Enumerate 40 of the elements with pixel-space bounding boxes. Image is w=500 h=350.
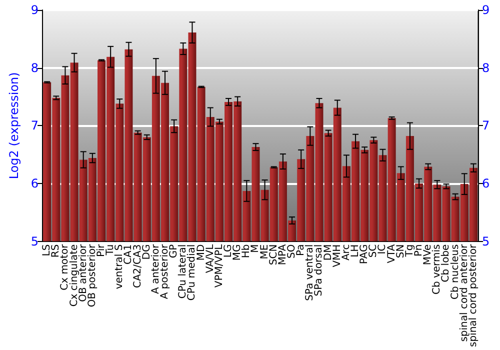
y-tick-label: 5 [30,234,39,248]
y2-tick-label: 5 [482,234,490,248]
y-tick-label: 8 [30,60,39,75]
x-tick-label: spinal cord anterior [458,243,470,342]
x-tick-label: A posterior [160,243,171,300]
x-tick-label: Cx cingulate [68,244,80,307]
x-tick-label: CA1 [123,244,134,264]
x-tick-label: Arc [340,244,352,261]
x-tick-label: Cb lobe [440,244,452,282]
x-tick-label: VMH [332,244,343,268]
y2-tick-label: 7 [482,118,490,133]
x-tick-label: MPA [277,244,288,266]
x-tick-label: VPM/VPL [214,244,225,288]
x-tick-label: Tg [404,244,416,258]
x-tick-label: OB posterior [86,243,98,308]
x-tick-label: CA2/CA3 [132,244,144,288]
x-tick-label: GP [168,244,180,258]
x-tick-label: SN [395,244,406,258]
x-tick-label: RS [50,244,62,258]
x-tick-label: MD [196,244,207,261]
x-tick-label: IC [377,244,388,254]
x-tick-label: ME [259,244,270,260]
x-tick-label: VTA [386,244,398,264]
x-tick-label: MVe [422,244,434,266]
y-tick-label: 9 [30,3,39,17]
y-axis-title: Log2 (expression) [7,72,21,180]
x-tick-label: CPu medial [186,244,198,301]
y-tick-label: 6 [30,176,39,190]
y2-tick-label: 8 [482,60,490,75]
y-tick-label: 7 [30,118,39,133]
x-tick-label: M [250,244,262,253]
x-tick-label: Pa [296,244,307,256]
x-tick-label: spinal cord posterior [468,243,479,348]
x-tick-label: SCN [268,244,280,266]
x-tick-label: DG [141,244,152,260]
x-tick-label: DM [322,244,334,261]
x-tick-label: VA/VL [204,244,216,274]
y2-tick-label: 6 [482,176,490,190]
y2-tick-label: 9 [482,3,490,17]
x-tick-label: SPa dorsal [314,244,325,296]
